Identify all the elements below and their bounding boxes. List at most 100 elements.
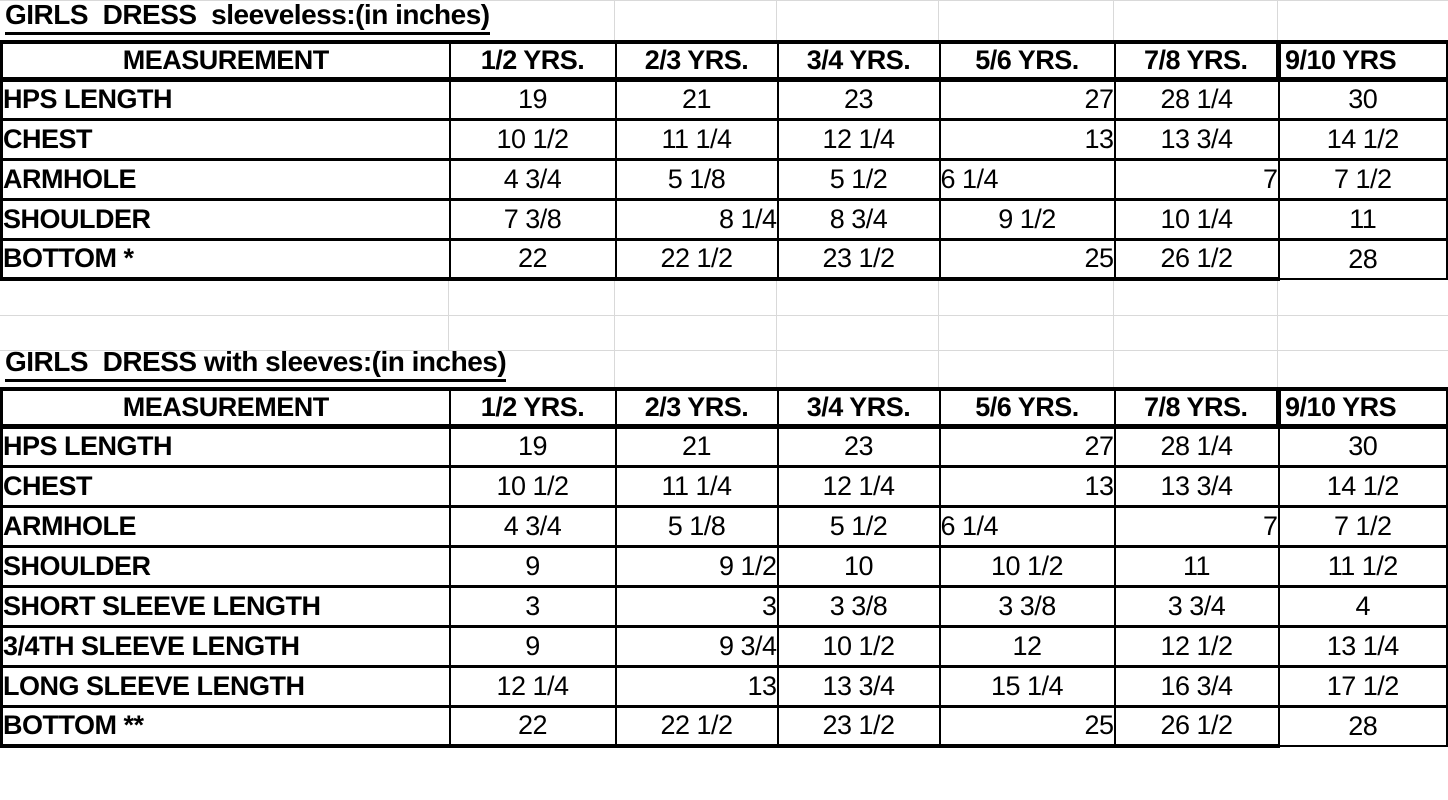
measurement-value-cell: 9 bbox=[448, 624, 617, 668]
measurement-value-cell: 28 bbox=[1277, 704, 1448, 747]
measurement-value-cell: 7 bbox=[1113, 157, 1280, 201]
measurement-value-cell: 19 bbox=[448, 424, 617, 468]
sleeveless-table-container: MEASUREMENT 1/2 YRS. 2/3 YRS. 3/4 YRS. 5/6 Y… bbox=[0, 40, 1448, 281]
table-title-row-with-sleeves: GIRLS DRESS with sleeves:(in inches) bbox=[0, 346, 1448, 387]
column-header-age: 3/4 YRS. bbox=[776, 40, 941, 82]
table-row: CHEST 10 1/2 11 1/4 12 1/4 13 13 3/4 14 1/2 bbox=[0, 464, 1448, 508]
table-row: SHOULDER 9 9 1/2 10 10 1/2 11 11 1/2 bbox=[0, 544, 1448, 588]
row-label: ARMHOLE bbox=[0, 157, 451, 201]
column-header-measurement: MEASUREMENT bbox=[0, 40, 451, 82]
with-sleeves-size-table: MEASUREMENT 1/2 YRS. 2/3 YRS. 3/4 YRS. 5/6 Y… bbox=[0, 387, 1448, 748]
column-header-age: 5/6 YRS. bbox=[938, 387, 1116, 429]
gridline bbox=[1113, 351, 1114, 387]
gridline bbox=[0, 0, 1448, 1]
measurement-value-cell: 23 1/2 bbox=[776, 704, 941, 748]
measurement-value-cell: 15 1/4 bbox=[938, 664, 1116, 708]
measurement-value-cell: 27 bbox=[938, 424, 1116, 468]
measurement-value-cell: 11 bbox=[1113, 544, 1280, 588]
row-label: SHOULDER bbox=[0, 544, 451, 588]
measurement-value-cell: 7 3/8 bbox=[448, 197, 617, 241]
measurement-value-cell: 13 bbox=[938, 117, 1116, 161]
measurement-value-cell: 11 1/4 bbox=[614, 117, 779, 161]
column-header-age: 2/3 YRS. bbox=[614, 387, 779, 429]
row-label: SHOULDER bbox=[0, 197, 451, 241]
measurement-value-cell: 11 1/4 bbox=[614, 464, 779, 508]
measurement-value-cell: 25 bbox=[938, 704, 1116, 748]
measurement-value-cell: 23 bbox=[776, 424, 941, 468]
measurement-value-cell: 6 1/4 bbox=[938, 157, 1116, 201]
gridline bbox=[1113, 0, 1114, 40]
measurement-value-cell: 7 1/2 bbox=[1277, 504, 1448, 548]
gridline bbox=[448, 316, 449, 350]
table-title-sleeveless: GIRLS DRESS sleeveless:(in inches) bbox=[5, 0, 490, 35]
column-header-age: 7/8 YRS. bbox=[1113, 387, 1280, 429]
measurement-value-cell: 16 3/4 bbox=[1113, 664, 1280, 708]
column-header-age: 9/10 YRS bbox=[1276, 387, 1448, 429]
measurement-value-cell: 12 1/4 bbox=[776, 117, 941, 161]
column-header-age: 1/2 YRS. bbox=[448, 387, 617, 429]
measurement-value-cell: 22 bbox=[448, 704, 617, 748]
measurement-value-cell: 3 3/8 bbox=[938, 584, 1116, 628]
gridline bbox=[938, 281, 939, 315]
gridline bbox=[1277, 0, 1278, 40]
table-row: HPS LENGTH 19 21 23 27 28 1/4 30 bbox=[0, 424, 1448, 468]
measurement-value-cell: 28 bbox=[1277, 237, 1448, 280]
row-label: SHORT SLEEVE LENGTH bbox=[0, 584, 451, 628]
measurement-value-cell: 10 1/2 bbox=[448, 464, 617, 508]
table-row: ARMHOLE 4 3/4 5 1/8 5 1/2 6 1/4 7 7 1/2 bbox=[0, 504, 1448, 548]
measurement-value-cell: 21 bbox=[614, 424, 779, 468]
header-row: MEASUREMENT 1/2 YRS. 2/3 YRS. 3/4 YRS. 5/6 Y… bbox=[0, 387, 1448, 429]
table-row: SHORT SLEEVE LENGTH 3 3 3 3/8 3 3/8 3 3/4 4 bbox=[0, 584, 1448, 628]
table-row: LONG SLEEVE LENGTH 12 1/4 13 13 3/4 15 1/4 16… bbox=[0, 664, 1448, 708]
column-header-age: 2/3 YRS. bbox=[614, 40, 779, 82]
measurement-value-cell: 5 1/2 bbox=[776, 157, 941, 201]
measurement-value-cell: 8 1/4 bbox=[614, 197, 779, 241]
measurement-value-cell: 11 bbox=[1277, 197, 1448, 241]
measurement-value-cell: 14 1/2 bbox=[1277, 117, 1448, 161]
measurement-value-cell: 28 1/4 bbox=[1113, 424, 1280, 468]
row-label: BOTTOM ** bbox=[0, 704, 451, 748]
table-title-row-sleeveless: GIRLS DRESS sleeveless:(in inches) bbox=[0, 0, 1448, 40]
table-row: CHEST 10 1/2 11 1/4 12 1/4 13 13 3/4 14 1/2 bbox=[0, 117, 1448, 161]
measurement-value-cell: 22 bbox=[448, 237, 617, 281]
table-row: ARMHOLE 4 3/4 5 1/8 5 1/2 6 1/4 7 7 1/2 bbox=[0, 157, 1448, 201]
measurement-value-cell: 5 1/2 bbox=[776, 504, 941, 548]
gridline bbox=[938, 0, 939, 40]
table-row: SHOULDER 7 3/8 8 1/4 8 3/4 9 1/2 10 1/4 11 bbox=[0, 197, 1448, 241]
gridline bbox=[614, 281, 615, 315]
row-label: LONG SLEEVE LENGTH bbox=[0, 664, 451, 708]
measurement-value-cell: 10 1/2 bbox=[938, 544, 1116, 588]
table-row: 3/4TH SLEEVE LENGTH 9 9 3/4 10 1/2 12 12 1/2 1… bbox=[0, 624, 1448, 668]
table-row: BOTTOM ** 22 22 1/2 23 1/2 25 26 1/2 28 bbox=[0, 704, 1448, 748]
header-row: MEASUREMENT 1/2 YRS. 2/3 YRS. 3/4 YRS. 5/6 Y… bbox=[0, 40, 1448, 82]
measurement-value-cell: 26 1/2 bbox=[1113, 237, 1280, 281]
measurement-value-cell: 9 bbox=[448, 544, 617, 588]
measurement-value-cell: 13 3/4 bbox=[1113, 117, 1280, 161]
measurement-value-cell: 6 1/4 bbox=[938, 504, 1116, 548]
measurement-value-cell: 19 bbox=[448, 77, 617, 121]
measurement-value-cell: 10 1/2 bbox=[776, 624, 941, 668]
column-header-age: 5/6 YRS. bbox=[938, 40, 1116, 82]
measurement-value-cell: 22 1/2 bbox=[614, 237, 779, 281]
sleeveless-size-table: MEASUREMENT 1/2 YRS. 2/3 YRS. 3/4 YRS. 5/6 Y… bbox=[0, 40, 1448, 281]
row-label: ARMHOLE bbox=[0, 504, 451, 548]
measurement-value-cell: 7 1/2 bbox=[1277, 157, 1448, 201]
measurement-value-cell: 4 3/4 bbox=[448, 157, 617, 201]
measurement-value-cell: 30 bbox=[1277, 424, 1448, 468]
measurement-value-cell: 10 1/4 bbox=[1113, 197, 1280, 241]
measurement-value-cell: 11 1/2 bbox=[1277, 544, 1448, 588]
measurement-value-cell: 23 bbox=[776, 77, 941, 121]
column-header-age: 9/10 YRS bbox=[1276, 40, 1448, 82]
measurement-value-cell: 22 1/2 bbox=[614, 704, 779, 748]
measurement-value-cell: 9 3/4 bbox=[614, 624, 779, 668]
measurement-value-cell: 13 3/4 bbox=[776, 664, 941, 708]
empty-sheet-row bbox=[0, 316, 1448, 351]
gridline bbox=[938, 351, 939, 387]
measurement-value-cell: 12 1/2 bbox=[1113, 624, 1280, 668]
row-label: CHEST bbox=[0, 464, 451, 508]
gridline bbox=[614, 0, 615, 40]
gridline bbox=[1113, 316, 1114, 350]
measurement-value-cell: 5 1/8 bbox=[614, 157, 779, 201]
column-header-measurement: MEASUREMENT bbox=[0, 387, 451, 429]
measurement-value-cell: 13 bbox=[938, 464, 1116, 508]
